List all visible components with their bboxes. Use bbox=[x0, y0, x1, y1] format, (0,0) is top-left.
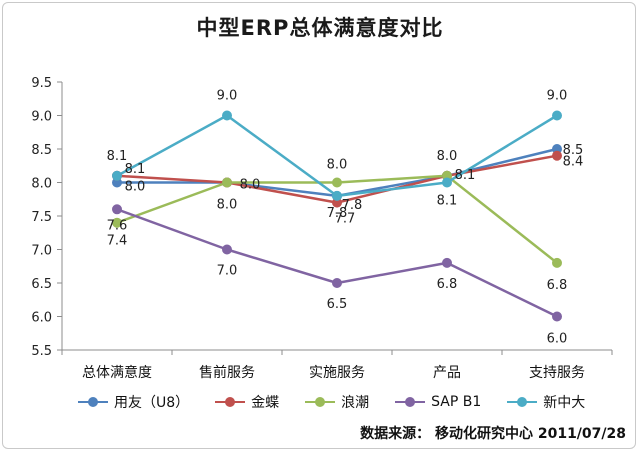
data-point bbox=[222, 244, 232, 255]
data-point bbox=[112, 170, 122, 181]
data-point bbox=[222, 177, 232, 188]
chart-axes: 5.5 6.0 6.5 7.0 7.5 8.0 8.5 9.0 9.5 总体满意度 售前服务 实施服务… bbox=[31, 76, 613, 381]
data-label: 7.7 bbox=[335, 212, 356, 227]
legend-swatch bbox=[215, 396, 246, 408]
data-label: 8.0 bbox=[125, 180, 146, 195]
data-label: 8.0 bbox=[437, 149, 458, 164]
data-point bbox=[332, 177, 342, 188]
x-tick-label: 售前服务 bbox=[199, 364, 255, 381]
legend-swatch bbox=[395, 396, 426, 408]
data-label: 8.1 bbox=[107, 149, 128, 164]
y-tick-label: 9.5 bbox=[31, 76, 52, 91]
data-label: 9.0 bbox=[547, 89, 568, 104]
data-label: 8.5 bbox=[563, 143, 584, 158]
data-point bbox=[332, 190, 342, 201]
data-point bbox=[552, 311, 562, 322]
source-note: 数据来源： 移动化研究中心 2011/07/28 bbox=[360, 426, 626, 442]
data-label: 7.8 bbox=[327, 206, 348, 221]
data-point bbox=[442, 177, 452, 188]
chart-series bbox=[112, 110, 562, 322]
data-point bbox=[552, 110, 562, 121]
data-label: 8.1 bbox=[437, 194, 458, 209]
y-tick-label: 8.0 bbox=[31, 177, 52, 192]
y-tick-label: 6.5 bbox=[31, 277, 52, 292]
data-point bbox=[112, 204, 122, 215]
data-label: 6.8 bbox=[547, 278, 568, 293]
legend-label: SAP B1 bbox=[431, 394, 482, 410]
data-label: 8.0 bbox=[240, 178, 261, 193]
legend-swatch bbox=[507, 396, 538, 408]
y-tick-label: 9.0 bbox=[31, 110, 52, 125]
legend-item: SAP B1 bbox=[395, 394, 481, 410]
data-label: 7.0 bbox=[217, 264, 238, 279]
data-label: 8.1 bbox=[125, 162, 146, 177]
chart-legend: 用友（U8） 金蝶 浪潮 SAP B1 新中大 bbox=[78, 392, 611, 412]
x-tick-label: 总体满意度 bbox=[82, 364, 152, 381]
chart-title: 中型ERP总体满意度对比 bbox=[196, 16, 444, 40]
x-tick-label: 产品 bbox=[433, 365, 461, 381]
legend-item: 用友（U8） bbox=[78, 392, 189, 412]
data-label: 7.6 bbox=[107, 218, 128, 233]
data-point bbox=[112, 217, 122, 228]
legend-item: 新中大 bbox=[507, 392, 585, 412]
legend-item: 金蝶 bbox=[215, 392, 279, 412]
y-tick-label: 7.0 bbox=[31, 244, 52, 259]
y-tick-label: 6.0 bbox=[31, 311, 52, 326]
data-label: 7.4 bbox=[107, 234, 128, 249]
data-label: 6.0 bbox=[547, 332, 568, 347]
legend-swatch bbox=[305, 396, 336, 408]
y-tick-label: 7.5 bbox=[31, 210, 52, 225]
data-label: 9.0 bbox=[217, 89, 238, 104]
y-tick-label: 8.5 bbox=[31, 143, 52, 158]
data-point bbox=[552, 150, 562, 161]
data-label: 6.5 bbox=[327, 297, 348, 312]
data-point bbox=[222, 110, 232, 121]
data-label: 8.0 bbox=[327, 158, 348, 173]
data-label: 6.8 bbox=[437, 277, 458, 292]
y-tick-label: 5.5 bbox=[31, 344, 52, 359]
legend-label: 金蝶 bbox=[251, 395, 280, 411]
data-point bbox=[552, 257, 562, 268]
legend-swatch bbox=[78, 396, 108, 408]
x-tick-label: 支持服务 bbox=[529, 365, 585, 381]
legend-item: 浪潮 bbox=[305, 392, 369, 412]
data-label: 8.4 bbox=[563, 155, 584, 170]
chart-data-labels: 8.07.88.58.18.07.78.18.47.48.08.08.06.87… bbox=[107, 89, 584, 347]
data-point bbox=[442, 257, 452, 268]
data-point bbox=[332, 278, 342, 288]
legend-label: 新中大 bbox=[543, 395, 586, 411]
data-label: 8.0 bbox=[217, 198, 238, 213]
x-tick-label: 实施服务 bbox=[309, 365, 365, 381]
legend-label: 用友（U8） bbox=[114, 395, 190, 411]
data-label: 8.1 bbox=[455, 168, 476, 183]
legend-label: 浪潮 bbox=[341, 395, 370, 411]
data-label: 7.8 bbox=[342, 198, 363, 213]
chart-frame bbox=[2, 2, 636, 449]
